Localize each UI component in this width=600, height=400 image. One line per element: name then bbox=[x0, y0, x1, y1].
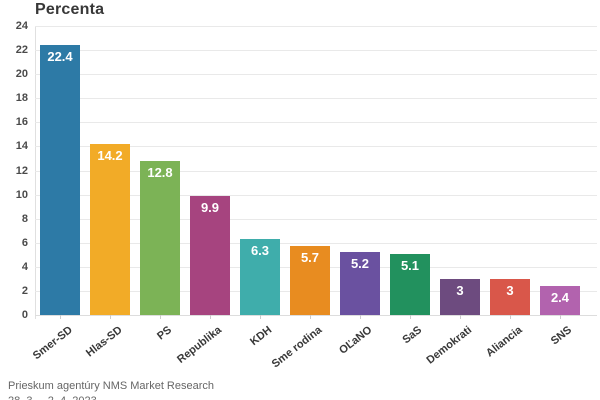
x-tick bbox=[160, 315, 161, 319]
gridline bbox=[35, 74, 597, 76]
bar-value-label: 9.9 bbox=[200, 199, 220, 215]
survey-date: 28. 3. – 2. 4. 2023 bbox=[8, 395, 97, 400]
bar-value-label: 5.2 bbox=[350, 256, 370, 272]
x-label-sme-rodina: Sme rodina bbox=[269, 324, 325, 371]
bar-value-label: 2.4 bbox=[550, 290, 570, 306]
bar-aliancia: 3 bbox=[490, 278, 530, 315]
x-label-kdh: KDH bbox=[248, 324, 275, 349]
bar-value-label: 5.1 bbox=[400, 257, 420, 273]
y-tick-label: 20 bbox=[15, 68, 28, 81]
bar-sas: 5.1 bbox=[390, 253, 430, 315]
bar-sme-rodina: 5.7 bbox=[290, 246, 330, 315]
x-label-smer-sd: Smer-SD bbox=[30, 324, 75, 363]
y-tick-label: 8 bbox=[21, 212, 28, 225]
chart-title: Percenta bbox=[35, 1, 105, 18]
bar-ps: 12.8 bbox=[140, 160, 180, 315]
y-tick-label: 4 bbox=[21, 260, 28, 273]
bar-value-label: 14.2 bbox=[97, 148, 123, 163]
bar-demokrati: 3 bbox=[440, 278, 480, 315]
x-label-sns: SNS bbox=[549, 324, 575, 348]
x-label-sas: SaS bbox=[400, 324, 425, 347]
y-tick-label: 12 bbox=[15, 164, 28, 177]
x-tick bbox=[110, 315, 111, 319]
x-label-aliancia: Aliancia bbox=[483, 324, 525, 360]
bar-value-label: 22.4 bbox=[47, 49, 73, 65]
gridline bbox=[35, 98, 597, 100]
x-tick bbox=[410, 315, 411, 319]
gridline bbox=[35, 194, 597, 196]
bar-kdh: 6.3 bbox=[240, 239, 280, 315]
x-label-o-ano: OĽaNO bbox=[337, 324, 375, 357]
x-label-hlas-sd: Hlas-SD bbox=[83, 324, 125, 360]
gridline bbox=[35, 26, 597, 27]
x-tick bbox=[510, 315, 511, 319]
gridline bbox=[35, 50, 597, 52]
x-tick bbox=[460, 315, 461, 319]
x-label-ps: PS bbox=[155, 324, 175, 343]
bar-republika: 9.9 bbox=[190, 195, 230, 315]
y-tick-label: 24 bbox=[15, 20, 28, 32]
gridline bbox=[35, 170, 597, 172]
gridline bbox=[35, 315, 597, 316]
y-axis-line bbox=[35, 26, 36, 319]
y-tick-label: 14 bbox=[15, 140, 28, 153]
x-label-demokrati: Demokrati bbox=[424, 324, 475, 367]
gridline bbox=[35, 122, 597, 124]
bar-sns: 2.4 bbox=[540, 286, 580, 315]
bar-smer-sd: 22.4 bbox=[40, 45, 80, 315]
gridline bbox=[35, 146, 597, 148]
x-tick bbox=[210, 315, 211, 319]
y-tick-label: 2 bbox=[21, 284, 28, 297]
bar-hlas-sd: 14.2 bbox=[90, 144, 130, 315]
y-tick-label: 22 bbox=[15, 44, 28, 57]
x-tick bbox=[310, 315, 311, 319]
bar-value-label: 3 bbox=[456, 282, 464, 298]
x-tick bbox=[60, 315, 61, 319]
source-credit: Prieskum agentúry NMS Market Research bbox=[8, 380, 215, 392]
bar-value-label: 12.8 bbox=[147, 164, 173, 180]
gridline bbox=[35, 242, 597, 244]
x-label-republika: Republika bbox=[175, 324, 225, 366]
y-tick-label: 16 bbox=[15, 116, 28, 129]
x-tick bbox=[360, 315, 361, 319]
gridline bbox=[35, 218, 597, 220]
x-tick bbox=[560, 315, 561, 319]
x-tick bbox=[260, 315, 261, 319]
bar-o-ano: 5.2 bbox=[340, 252, 380, 315]
bar-value-label: 6.3 bbox=[250, 243, 270, 259]
y-tick-label: 0 bbox=[21, 309, 28, 321]
bar-value-label: 5.7 bbox=[300, 250, 320, 266]
bar-value-label: 3 bbox=[506, 282, 514, 298]
y-tick-label: 6 bbox=[21, 236, 28, 249]
y-tick-label: 10 bbox=[15, 188, 28, 201]
y-tick-label: 18 bbox=[15, 92, 28, 105]
